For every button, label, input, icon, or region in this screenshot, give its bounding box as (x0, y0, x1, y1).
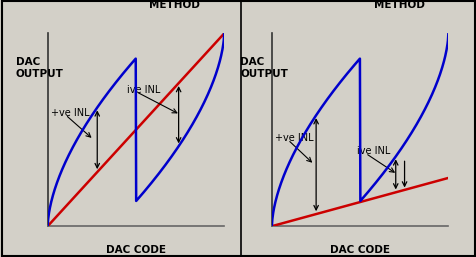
Text: ive INL: ive INL (356, 146, 389, 156)
Text: DAC
OUTPUT: DAC OUTPUT (16, 57, 64, 79)
Text: +ve INL: +ve INL (51, 108, 89, 118)
Text: ive INL: ive INL (127, 85, 160, 95)
Text: +ve INL: +ve INL (275, 133, 313, 143)
Text: DAC
OUTPUT: DAC OUTPUT (239, 57, 288, 79)
Text: DAC CODE: DAC CODE (106, 245, 166, 255)
Text: INL END-POINT
METHOD: INL END-POINT METHOD (130, 0, 218, 10)
Text: INL ABSOLUTE
METHOD: INL ABSOLUTE METHOD (356, 0, 440, 10)
Text: DAC CODE: DAC CODE (329, 245, 389, 255)
